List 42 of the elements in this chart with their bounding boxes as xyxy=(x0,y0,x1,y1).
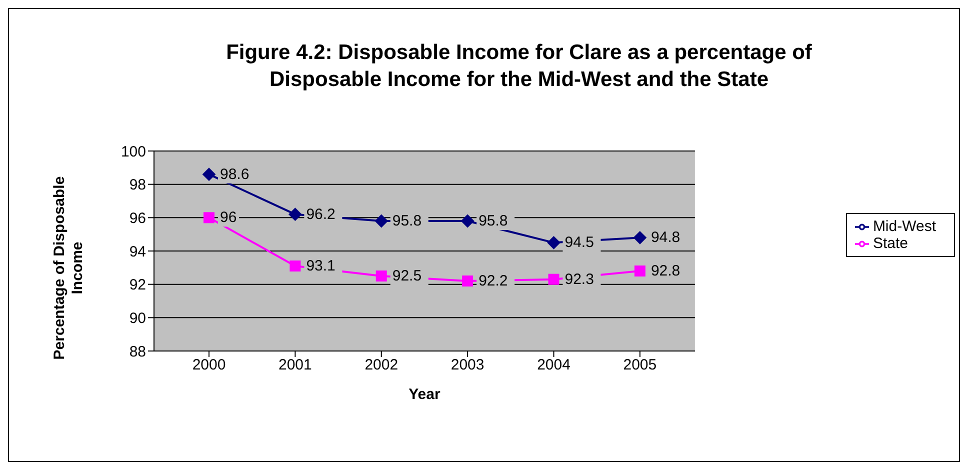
data-label: 98.6 xyxy=(220,166,250,183)
data-label: 95.8 xyxy=(478,212,508,230)
y-axis-title: Percentage of Disposable Income xyxy=(51,174,87,362)
point xyxy=(288,208,302,221)
data-label: 93.1 xyxy=(306,258,336,274)
x-tick-label: 2005 xyxy=(623,356,657,374)
data-label: 95.8 xyxy=(392,212,422,230)
data-label: 94.8 xyxy=(650,229,680,246)
x-tick-label: 2000 xyxy=(192,356,226,374)
data-label: 92.5 xyxy=(392,268,422,284)
data-label: 96 xyxy=(220,209,237,226)
point xyxy=(374,214,388,228)
point xyxy=(290,260,301,272)
y-tick-label: 98 xyxy=(129,176,146,194)
x-tick-label: 2002 xyxy=(364,356,398,374)
point xyxy=(633,231,646,244)
legend-label: State xyxy=(872,235,908,252)
data-label: 92.8 xyxy=(650,262,680,280)
point xyxy=(548,274,560,285)
point xyxy=(547,236,560,250)
data-label: 92.2 xyxy=(478,272,508,290)
y-tick-label: 92 xyxy=(129,276,146,294)
chart-title: Figure 4.2: Disposable Income for Clare as a percentage of Disposable Income for the Mid-West and the State xyxy=(225,40,813,93)
point xyxy=(462,276,474,286)
legend-label: Mid-West xyxy=(872,218,936,235)
y-tick-label: 96 xyxy=(129,210,146,227)
x-tick-label: 2003 xyxy=(450,356,484,374)
x-axis-title: Year xyxy=(408,386,440,403)
x-tick-label: 2001 xyxy=(278,356,312,374)
y-tick-label: 88 xyxy=(129,343,146,360)
data-label: 96.2 xyxy=(306,206,336,223)
data-label: 94.5 xyxy=(564,234,594,252)
point xyxy=(461,214,474,228)
data-label: 92.3 xyxy=(564,270,594,288)
point xyxy=(376,270,387,282)
point xyxy=(202,168,216,181)
y-tick-label: 100 xyxy=(120,143,146,160)
point xyxy=(204,212,214,224)
x-tick-label: 2004 xyxy=(537,356,570,374)
y-tick-label: 94 xyxy=(129,243,146,260)
point xyxy=(634,266,646,276)
y-tick-label: 90 xyxy=(129,310,146,327)
